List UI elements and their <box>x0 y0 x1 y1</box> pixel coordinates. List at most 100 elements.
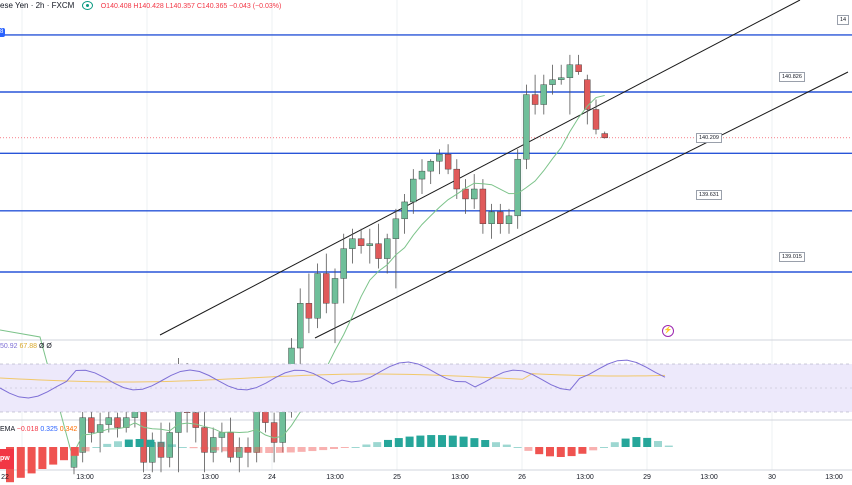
x-tick: 13:00 <box>201 474 219 481</box>
macd-histogram-bar <box>232 447 241 453</box>
macd-histogram-bar <box>643 437 652 447</box>
candle-body <box>566 64 574 78</box>
candle-body <box>549 79 556 85</box>
macd-histogram-bar <box>556 447 565 457</box>
macd-histogram-bar <box>524 447 533 451</box>
candle-body <box>453 168 460 190</box>
x-tick: 23 <box>143 474 151 481</box>
candle-body <box>340 248 347 279</box>
candle-body <box>331 278 339 304</box>
price-label-2: 140.209 <box>696 133 722 143</box>
ohlc-readout: O140.408 H140.428 L140.357 C140.365 −0.0… <box>100 3 282 10</box>
macd-histogram-bar <box>330 447 338 450</box>
x-tick: 13:00 <box>451 474 469 481</box>
candle-body <box>166 432 173 458</box>
candle-body <box>349 238 356 249</box>
macd-histogram-bar <box>502 444 511 447</box>
candle-body <box>192 412 200 428</box>
macd-histogram-bar <box>427 435 436 447</box>
rsi-signal-line <box>0 373 666 383</box>
macd-histogram-bar <box>470 438 479 447</box>
macd-histogram-bar <box>103 443 112 447</box>
candle-body <box>314 273 321 319</box>
macd-histogram-bar <box>632 437 641 447</box>
candle-body <box>236 447 243 458</box>
price-label-4: 139.015 <box>779 252 805 262</box>
macd-histogram-bar <box>178 447 187 448</box>
channel-upper-line <box>159 0 801 336</box>
macd-histogram-bar <box>438 435 446 447</box>
macd-histogram-bar <box>319 447 328 451</box>
pw-badge: pw <box>0 449 14 469</box>
macd-histogram-bar <box>254 447 263 453</box>
macd-histogram-bar <box>481 440 490 447</box>
macd-histogram-bar <box>222 447 230 452</box>
macd-histogram-bar <box>16 447 25 478</box>
candle-body <box>592 109 600 130</box>
candle-body <box>584 79 591 110</box>
x-tick: 24 <box>268 474 276 481</box>
candle-body <box>401 201 408 220</box>
macd-histogram-bar <box>664 445 673 447</box>
macd-histogram-bar <box>654 441 662 447</box>
macd-histogram-bar <box>146 439 155 447</box>
macd-histogram-bar <box>265 447 274 453</box>
macd-signal-value: 0.342 <box>59 426 78 433</box>
candle-body <box>357 238 365 246</box>
rsi-extra-1: Ø <box>38 343 45 350</box>
candle-body <box>88 417 95 433</box>
macd-histogram-bar <box>38 447 47 469</box>
candle-body <box>531 94 539 105</box>
candle-body <box>279 407 286 443</box>
candle-body <box>575 64 582 72</box>
macd-histogram-bar <box>81 447 90 452</box>
macd-histogram-bar <box>200 447 209 450</box>
candle-body <box>523 94 530 160</box>
candle-body <box>201 427 208 453</box>
alert-flag-icon[interactable]: 8 <box>0 28 5 37</box>
macd-histogram-bar <box>27 447 36 474</box>
candle-body <box>218 432 226 438</box>
macd-histogram-bar <box>243 447 252 453</box>
x-tick: 13:00 <box>825 474 843 481</box>
x-tick: 13:00 <box>576 474 594 481</box>
candle-body <box>392 218 400 239</box>
visibility-eye-icon[interactable] <box>81 1 93 11</box>
candle-body <box>105 417 113 425</box>
macd-histogram-bar <box>589 447 598 451</box>
x-tick: 13:00 <box>700 474 718 481</box>
macd-line-value: 0.325 <box>40 426 58 433</box>
candle-body <box>418 170 426 180</box>
candle-body <box>479 188 487 224</box>
macd-histogram-bar <box>114 441 122 447</box>
candle-body <box>244 447 252 453</box>
candle-body <box>305 303 313 319</box>
macd-histogram-bar <box>384 439 392 447</box>
lightning-icon[interactable]: ⚡ <box>662 325 674 337</box>
candle-body <box>410 178 417 203</box>
price-label-1: 140.826 <box>779 72 805 82</box>
macd-histogram-bar <box>168 444 176 447</box>
x-tick: 29 <box>643 474 651 481</box>
candle-body <box>297 303 304 349</box>
macd-histogram-bar <box>308 447 317 452</box>
symbol-title[interactable]: ese Yen · 2h · FXCM <box>0 1 75 10</box>
rsi-signal-value: 67.88 <box>19 343 38 350</box>
rsi-line <box>0 359 666 399</box>
macd-histogram-bar <box>610 442 619 447</box>
macd-histogram-bar <box>416 435 425 447</box>
rsi-extra-2: Ø <box>46 343 52 350</box>
macd-histogram-bar <box>286 447 295 453</box>
x-tick: 22 <box>1 474 9 481</box>
macd-histogram-bar <box>567 447 576 457</box>
macd-histogram-bar <box>60 447 68 461</box>
candle-body <box>227 432 234 458</box>
macd-histogram-bar <box>70 447 79 456</box>
macd-histogram-bar <box>211 447 220 451</box>
candle-body <box>462 188 469 200</box>
macd-histogram-bar <box>600 447 608 448</box>
x-tick: 13:00 <box>76 474 94 481</box>
macd-histogram-bar <box>448 435 457 447</box>
candle-body <box>471 188 478 200</box>
